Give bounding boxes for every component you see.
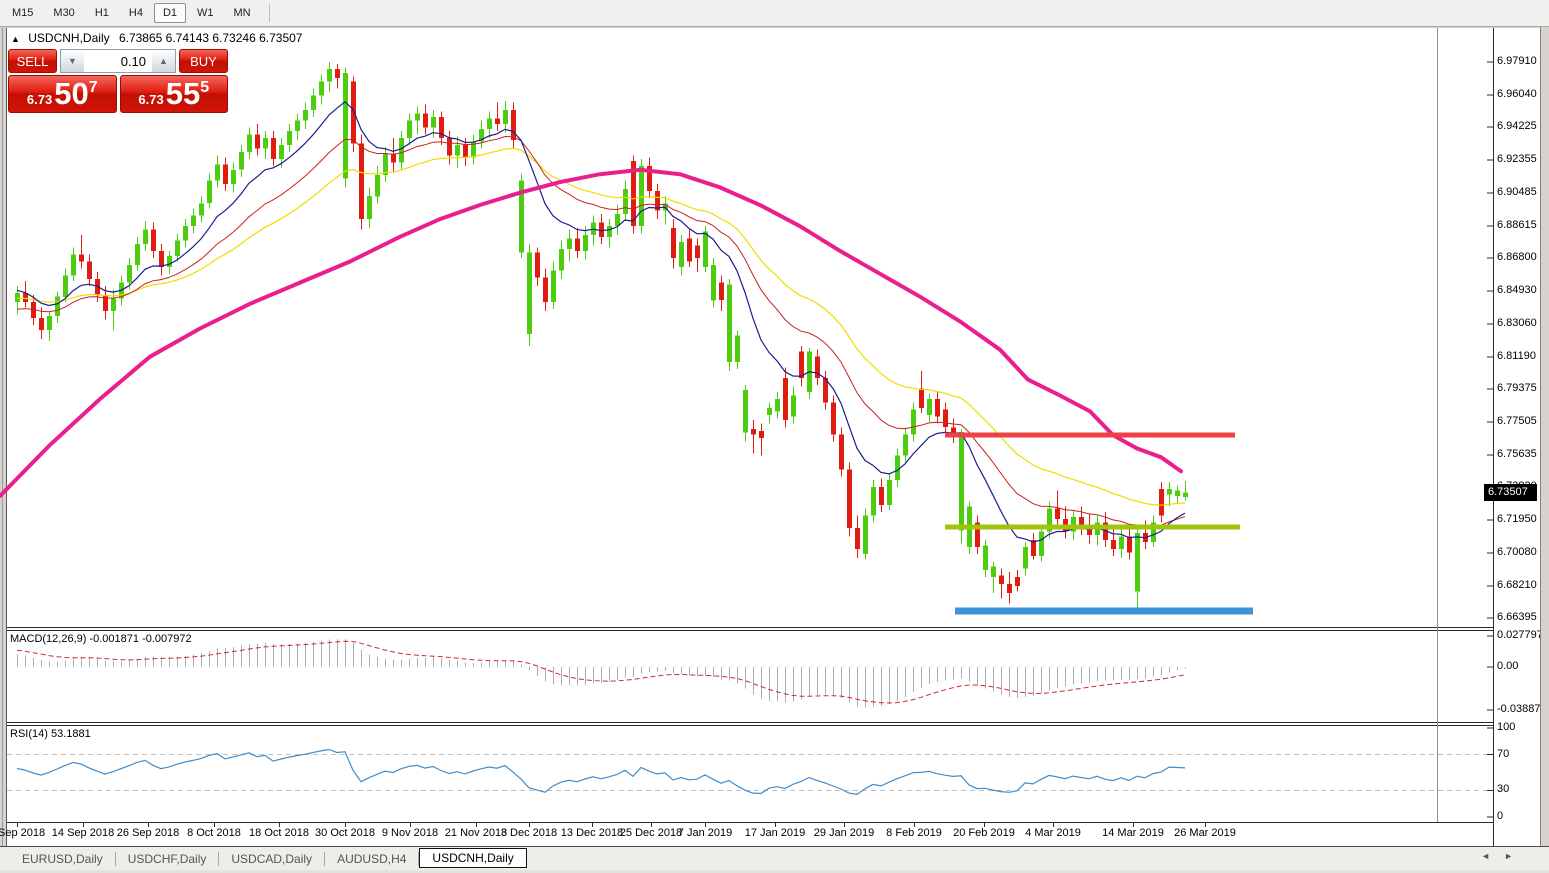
rsi-axis-label: 30	[1497, 783, 1510, 796]
chart-symbol-period: USDCNH,Daily	[28, 31, 110, 45]
time-axis-label: 26 Sep 2018	[116, 827, 180, 839]
time-axis-label: 21 Nov 2018	[444, 827, 508, 839]
price-axis-label: 6.96040	[1497, 87, 1537, 100]
price-axis-label: 6.81190	[1497, 349, 1536, 362]
macd-axis-label: 0.027797	[1497, 629, 1543, 642]
time-axis-label: 13 Dec 2018	[560, 827, 624, 839]
rsi-axis-label: 70	[1497, 747, 1510, 760]
time-axis-label: 14 Sep 2018	[51, 827, 115, 839]
timeframe-button-m30[interactable]: M30	[53, 7, 75, 19]
buy-price-pip: 5	[200, 79, 210, 96]
sell-price-main: 50	[54, 76, 89, 111]
chart-title: ▲ USDCNH,Daily 6.73865 6.74143 6.73246 6…	[11, 31, 302, 45]
volume-decrease-button[interactable]: ▼	[61, 50, 84, 72]
time-axis-label: 20 Feb 2019	[953, 827, 1015, 839]
buy-price-prefix: 6.73	[138, 92, 164, 107]
tab-separator	[324, 851, 326, 866]
arrow-up-icon: ▲	[159, 56, 168, 66]
macd-axis-label: -0.038875	[1497, 703, 1547, 716]
price-axis-label: 6.90485	[1497, 185, 1537, 198]
macd-axis-label: 0.00	[1497, 660, 1519, 672]
chart-tab-usdcnh-daily[interactable]: USDCNH,Daily	[419, 848, 527, 868]
volume-spinner: ▼ ▲	[60, 49, 176, 73]
price-axis-label: 6.97910	[1497, 55, 1537, 67]
chart-tab-usdcad-daily[interactable]: USDCAD,Daily	[231, 851, 313, 866]
volume-increase-button[interactable]: ▲	[152, 50, 175, 72]
time-axis-label: 4 Mar 2019	[1025, 827, 1081, 839]
price-axis-label: 6.84930	[1497, 283, 1537, 296]
sell-price-pip: 7	[88, 79, 98, 96]
time-axis-label: 30 Oct 2018	[315, 827, 375, 839]
time-axis-label: 14 Mar 2019	[1102, 827, 1164, 839]
rsi-axis-label: 100	[1497, 721, 1516, 733]
chart-tab-bar: EURUSD,Daily USDCHF,Daily USDCAD,Daily AUDU…	[0, 846, 1549, 870]
time-axis-label: 8 Oct 2018	[187, 827, 241, 839]
chart-ohlc-values: 6.73865 6.74143 6.73246 6.73507	[118, 31, 303, 45]
sell-price-prefix: 6.73	[26, 92, 53, 107]
chart-tab-usdchf-daily[interactable]: USDCHF,Daily	[127, 851, 207, 866]
time-axis-label: 17 Jan 2019	[744, 827, 806, 839]
price-axis-label: 6.86800	[1497, 250, 1537, 263]
timeframe-button-d1[interactable]: D1	[153, 3, 186, 23]
price-axis-label: 6.71950	[1497, 512, 1537, 525]
price-axis-label: 6.66395	[1497, 610, 1537, 623]
chart-tab-eurusd-daily[interactable]: EURUSD,Daily	[22, 851, 103, 866]
one-click-trading-panel: SELL ▼ ▲ BUY 6.73 50 7 6.73 55 5	[8, 49, 228, 113]
toolbar-separator	[268, 4, 270, 22]
timeframe-button-mn[interactable]: MN	[233, 7, 251, 19]
timeframe-button-h4[interactable]: H4	[128, 7, 143, 19]
time-axis-label: 3 Dec 2018	[500, 827, 558, 839]
price-axis-label: 6.70080	[1497, 545, 1537, 558]
buy-price-main: 55	[165, 76, 201, 111]
current-price-badge: 6.73507	[1484, 484, 1537, 501]
rsi-indicator-label: RSI(14) 53.1881	[10, 728, 91, 740]
timeframe-toolbar: M15 M30 H1 H4 D1 W1 MN	[0, 0, 1549, 27]
time-axis-label: 26 Mar 2019	[1174, 827, 1236, 839]
rsi-axis-label: 0	[1497, 810, 1504, 822]
tab-scroll-arrows: ◄►	[1481, 851, 1527, 861]
macd-indicator-label: MACD(12,26,9) -0.001871 -0.007972	[10, 633, 192, 645]
one-click-trading-toggle-icon[interactable]: ▲	[11, 34, 20, 44]
tab-separator	[418, 851, 420, 866]
time-axis-label: 7 Jan 2019	[677, 827, 733, 839]
tab-scroll-left-icon[interactable]: ◄	[1481, 851, 1505, 861]
tab-separator	[114, 851, 116, 866]
price-axis-label: 6.83060	[1497, 316, 1537, 329]
chart-tab-audusd-h4[interactable]: AUDUSD,H4	[337, 851, 407, 866]
sell-price-display[interactable]: 6.73 50 7	[8, 75, 117, 113]
price-axis-label: 6.88615	[1497, 218, 1537, 231]
sell-button[interactable]: SELL	[8, 49, 57, 73]
buy-button[interactable]: BUY	[179, 49, 228, 73]
buy-price-display[interactable]: 6.73 55 5	[119, 75, 228, 113]
time-axis-label: 18 Oct 2018	[249, 827, 309, 839]
time-axis-label: 29 Jan 2019	[813, 827, 875, 839]
price-axis-label: 6.92355	[1497, 152, 1537, 165]
volume-input[interactable]	[84, 50, 152, 72]
price-axis-label: 6.77505	[1497, 414, 1537, 427]
tab-scroll-right-icon[interactable]: ►	[1504, 851, 1527, 861]
tab-separator	[218, 851, 220, 866]
time-axis-label: 4 Sep 2018	[0, 827, 46, 839]
timeframe-button-h1[interactable]: H1	[94, 7, 109, 19]
timeframe-button-w1[interactable]: W1	[197, 7, 214, 19]
price-axis-label: 6.75635	[1497, 447, 1537, 460]
price-axis-label: 6.94225	[1497, 119, 1537, 132]
time-axis-label: 25 Dec 2018	[619, 827, 683, 839]
timeframe-button-m15[interactable]: M15	[12, 7, 34, 19]
time-axis-label: 9 Nov 2018	[381, 827, 439, 839]
bottom-strip	[0, 870, 1549, 873]
price-axis-label: 6.68210	[1497, 578, 1537, 591]
time-axis-label: 8 Feb 2019	[886, 827, 942, 839]
price-axis-label: 6.79375	[1497, 381, 1537, 394]
arrow-down-icon: ▼	[68, 56, 77, 66]
right-window-strip	[1540, 27, 1549, 873]
